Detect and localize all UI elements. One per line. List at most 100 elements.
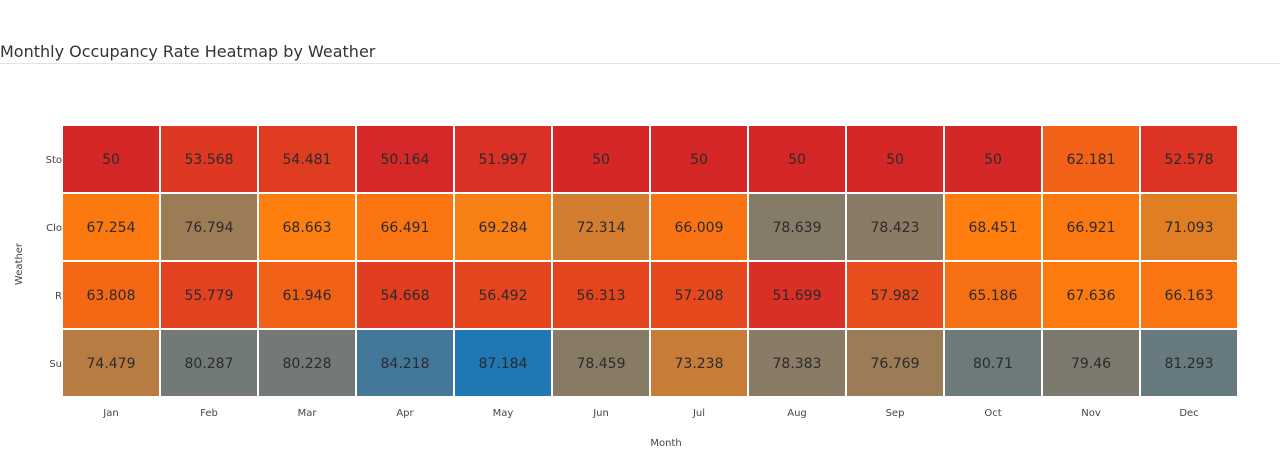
cell-value-label: 80.71 (973, 356, 1013, 372)
x-tick-label: May (493, 408, 514, 419)
cell-value-label: 69.284 (479, 220, 528, 236)
cell-value-label: 51.699 (773, 288, 822, 304)
y-tick-label: Sto (46, 155, 62, 166)
cell-value-label: 65.186 (969, 288, 1018, 304)
heatmap-cell[interactable] (845, 260, 945, 330)
x-tick-label: Mar (298, 408, 318, 419)
cell-value-label: 66.921 (1067, 220, 1116, 236)
cell-value-label: 56.313 (577, 288, 626, 304)
cell-value-label: 50 (788, 152, 806, 168)
cell-value-label: 78.423 (871, 220, 920, 236)
x-tick-label: Oct (984, 408, 1001, 419)
heatmap-cell[interactable] (257, 124, 357, 194)
x-tick-label: Sep (886, 408, 905, 419)
cell-value-label: 68.451 (969, 220, 1018, 236)
cell-value-label: 50 (886, 152, 904, 168)
x-tick-label: Jul (692, 408, 705, 419)
cell-value-label: 55.779 (185, 288, 234, 304)
cell-value-label: 61.946 (283, 288, 332, 304)
heatmap-cell[interactable] (159, 328, 259, 398)
cell-value-label: 56.492 (479, 288, 528, 304)
heatmap-cell[interactable] (649, 124, 749, 194)
heatmap-cell[interactable] (1041, 124, 1141, 194)
cell-value-label: 50.164 (381, 152, 430, 168)
cell-value-label: 68.663 (283, 220, 332, 236)
cell-value-label: 54.481 (283, 152, 332, 168)
heatmap-cell[interactable] (943, 192, 1043, 262)
heatmap-cell[interactable] (1139, 260, 1239, 330)
heatmap-cell[interactable] (159, 260, 259, 330)
y-tick-label: Clo (46, 223, 62, 234)
heatmap-cell[interactable] (845, 192, 945, 262)
heatmap-cell[interactable] (257, 328, 357, 398)
cell-value-label: 72.314 (577, 220, 626, 236)
cell-value-label: 57.208 (675, 288, 724, 304)
heatmap-cell[interactable] (355, 328, 455, 398)
cell-value-label: 74.479 (87, 356, 136, 372)
heatmap-cell[interactable] (159, 124, 259, 194)
cell-value-label: 50 (984, 152, 1002, 168)
cell-value-label: 63.808 (87, 288, 136, 304)
cell-value-label: 73.238 (675, 356, 724, 372)
x-tick-label: Nov (1081, 408, 1101, 419)
heatmap-cell[interactable] (453, 328, 553, 398)
cell-value-label: 78.383 (773, 356, 822, 372)
cell-value-label: 51.997 (479, 152, 528, 168)
cell-value-label: 62.181 (1067, 152, 1116, 168)
cell-value-label: 54.668 (381, 288, 430, 304)
x-axis-ticks: Jan Feb Mar Apr May Jun Jul Aug Sep Oct Nov Dec (102, 408, 1198, 419)
cell-value-label: 67.636 (1067, 288, 1116, 304)
heatmap-cell[interactable] (257, 260, 357, 330)
cell-value-label: 66.009 (675, 220, 724, 236)
cell-value-label: 66.491 (381, 220, 430, 236)
cell-value-label: 81.293 (1165, 356, 1214, 372)
cell-value-label: 53.568 (185, 152, 234, 168)
cell-value-label: 67.254 (87, 220, 136, 236)
heatmap-cell[interactable] (551, 260, 651, 330)
cell-value-label: 79.46 (1071, 356, 1111, 372)
x-tick-label: Feb (200, 408, 218, 419)
y-tick-label: R (55, 291, 62, 302)
cell-value-label: 50 (102, 152, 120, 168)
x-axis-title: Month (650, 438, 681, 449)
chart-title: Monthly Occupancy Rate Heatmap by Weathe… (0, 42, 376, 61)
y-axis-title: Weather (14, 242, 25, 285)
cell-value-label: 57.982 (871, 288, 920, 304)
heatmap-cells: 50 53.568 54.481 50.164 51.997 50 50 50 50 50 62.1… (61, 124, 1239, 398)
cell-value-label: 50 (592, 152, 610, 168)
heatmap-cell[interactable] (1041, 260, 1141, 330)
cell-value-label: 52.578 (1165, 152, 1214, 168)
heatmap-cell[interactable] (159, 192, 259, 262)
x-tick-label: Jan (102, 408, 118, 419)
x-tick-label: Aug (787, 408, 807, 419)
heatmap-cell[interactable] (943, 328, 1043, 398)
heatmap-cell[interactable] (747, 192, 847, 262)
y-tick-label: Su (49, 359, 62, 370)
x-tick-label: Dec (1179, 408, 1198, 419)
heatmap-cell[interactable] (649, 260, 749, 330)
heatmap-cell[interactable] (1041, 192, 1141, 262)
cell-value-label: 80.287 (185, 356, 234, 372)
cell-value-label: 80.228 (283, 356, 332, 372)
title-divider (0, 63, 1280, 64)
y-axis-ticks: Sto Clo R Su (46, 155, 62, 370)
heatmap-cell[interactable] (355, 124, 455, 194)
x-tick-label: Jun (592, 408, 609, 419)
cell-value-label: 50 (690, 152, 708, 168)
cell-value-label: 78.639 (773, 220, 822, 236)
cell-value-label: 78.459 (577, 356, 626, 372)
heatmap-cell[interactable] (845, 328, 945, 398)
heatmap-cell[interactable] (747, 328, 847, 398)
heatmap-cell[interactable] (257, 192, 357, 262)
x-tick-label: Apr (396, 408, 414, 419)
cell-value-label: 71.093 (1165, 220, 1214, 236)
cell-value-label: 84.218 (381, 356, 430, 372)
heatmap-cell[interactable] (453, 192, 553, 262)
heatmap-cell[interactable] (1139, 192, 1239, 262)
heatmap-cell[interactable] (1139, 124, 1239, 194)
heatmap-cell[interactable] (551, 124, 651, 194)
heatmap-cell[interactable] (1139, 328, 1239, 398)
cell-value-label: 76.794 (185, 220, 234, 236)
cell-value-label: 66.163 (1165, 288, 1214, 304)
